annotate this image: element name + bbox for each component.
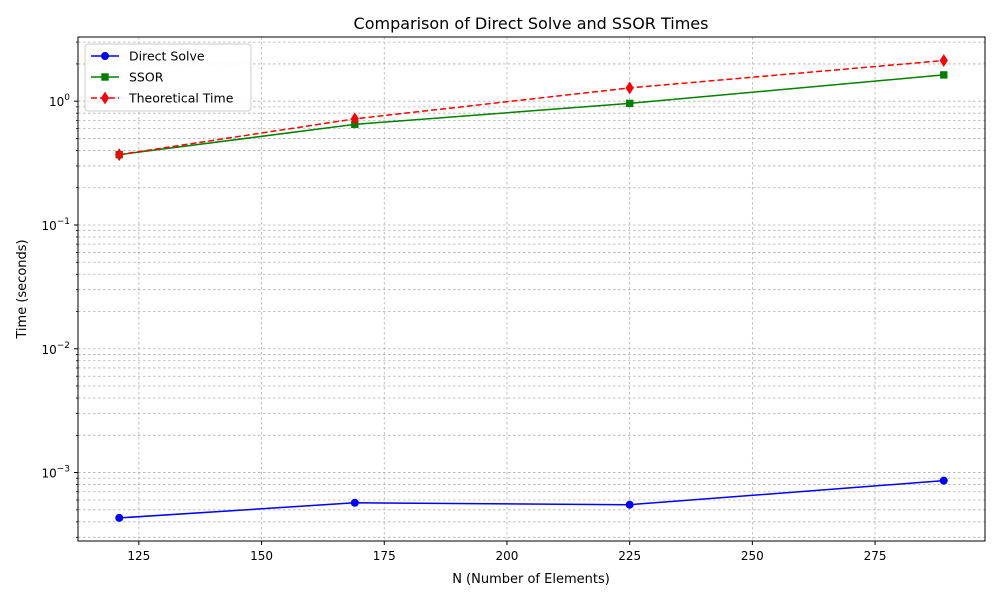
y-tick-label: 10−3 — [41, 465, 70, 481]
data-point-direct-solve — [115, 513, 124, 522]
legend-label-theoretical-time: Theoretical Time — [128, 91, 234, 106]
legend-marker-ssor — [101, 73, 109, 81]
x-tick-label: 125 — [127, 549, 150, 563]
series-group — [115, 54, 948, 522]
legend-label-direct-solve: Direct Solve — [129, 49, 205, 64]
data-point-direct-solve — [939, 476, 948, 485]
x-axis: 125 150 175 200 225 250 275 — [127, 541, 887, 563]
y-tick-label: 10−1 — [41, 217, 70, 233]
data-point-direct-solve — [350, 498, 359, 507]
x-tick-label: 225 — [618, 549, 641, 563]
series-direct-solve — [115, 476, 948, 522]
data-point-direct-solve — [625, 500, 634, 509]
data-point-theoretical-time — [939, 54, 948, 67]
legend-label-ssor: SSOR — [129, 70, 164, 85]
chart-title: Comparison of Direct Solve and SSOR Time… — [354, 14, 709, 33]
x-tick-label: 275 — [864, 549, 887, 563]
grid — [78, 37, 985, 541]
plot-frame — [77, 36, 986, 542]
y-tick-label: 10−2 — [41, 341, 70, 357]
legend-box — [84, 43, 252, 112]
series-line-ssor — [119, 74, 944, 156]
y-tick-label: 100 — [49, 93, 70, 109]
legend-marker-theoretical-time — [100, 91, 110, 105]
series-line-theoretical-time — [119, 59, 944, 156]
series-theoretical-time — [115, 54, 948, 162]
series-line-direct-solve — [119, 479, 944, 519]
y-axis-label: Time (seconds) — [15, 239, 30, 339]
x-tick-label: 150 — [250, 549, 273, 563]
data-point-ssor — [940, 71, 948, 79]
data-point-theoretical-time — [625, 81, 634, 95]
data-point-ssor — [625, 99, 634, 108]
data-point-theoretical-time — [115, 148, 124, 162]
x-axis-label: N (Number of Elements) — [452, 572, 610, 587]
data-point-theoretical-time — [350, 112, 359, 126]
x-tick-label: 175 — [373, 549, 396, 563]
x-tick-label: 200 — [496, 549, 519, 563]
x-tick-label: 250 — [741, 549, 764, 563]
legend-marker-direct-solve — [101, 52, 109, 60]
legend: Direct Solve SSOR Theoretical Time — [84, 43, 252, 112]
y-axis: 10−3 10−2 10−1 100 — [41, 41, 78, 538]
